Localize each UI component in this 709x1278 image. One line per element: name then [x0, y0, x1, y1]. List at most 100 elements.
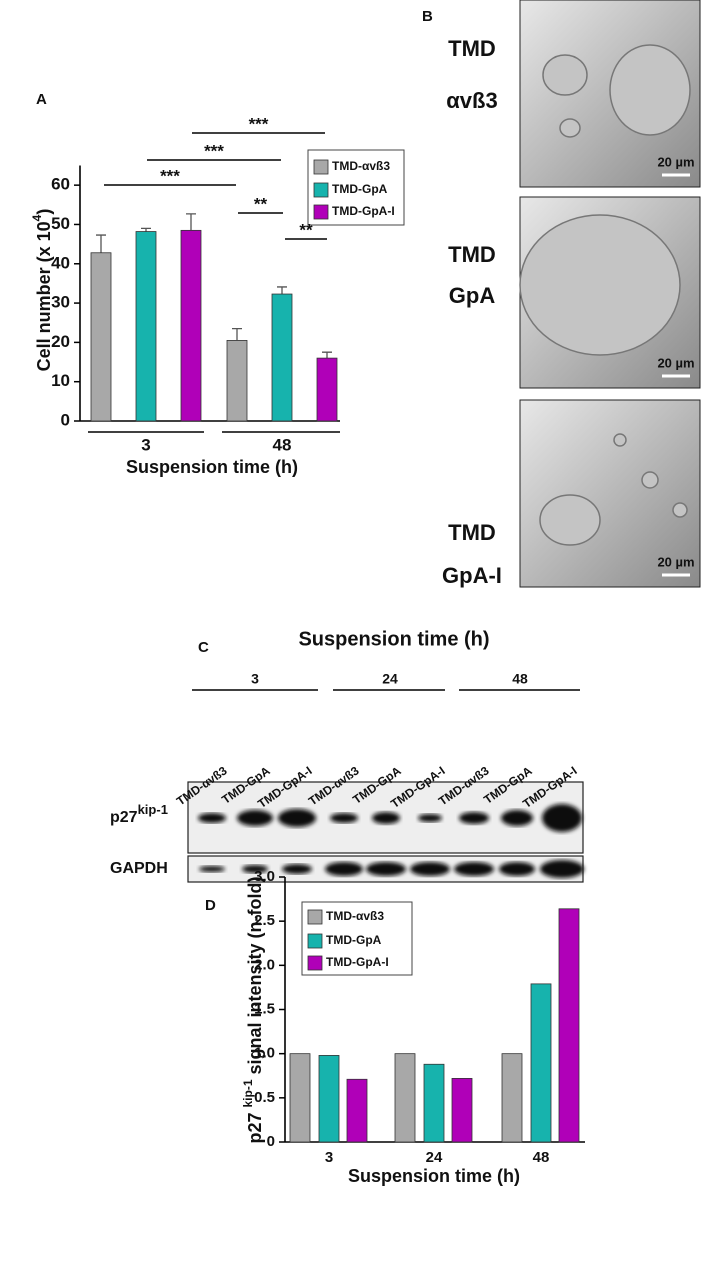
y-tick-label: 0.5 [254, 1089, 275, 1106]
y-axis-title-part: Cell number (x 10 [34, 221, 54, 371]
error-bar [232, 327, 242, 341]
y-axis-title: Cell number (x 104) [30, 209, 54, 372]
legend-label: TMD-αvß3 [326, 909, 384, 923]
error-bar [186, 213, 196, 231]
y-tick-label: 2.0 [254, 956, 275, 973]
bar [226, 340, 248, 422]
micrograph-title: TMD [448, 242, 496, 267]
bar [530, 983, 552, 1143]
y-tick-label: 20 [51, 332, 70, 351]
cell-cluster [609, 44, 691, 136]
y-tick-label: 50 [51, 214, 70, 233]
x-tick-label: 48 [533, 1149, 550, 1166]
row-label: p27kip-1 [110, 802, 168, 826]
cell-cluster [559, 118, 581, 138]
y-tick-label: 1.5 [254, 1000, 275, 1017]
micrographs: TMD αvß3 20 µm TMD GpA 20 µm TMD GpA-I 20 µm [442, 0, 701, 588]
group-label: 24 [382, 671, 398, 687]
significance-label: *** [249, 114, 269, 133]
blot-band [282, 864, 312, 874]
blot-band [372, 812, 400, 824]
panel-letter: B [422, 8, 433, 25]
blot-band [330, 813, 358, 823]
cell-cluster [539, 494, 601, 546]
western-blot: 3 24 48TMD-αvß3TMD-GpATMD-GpA-ITMD-αvß3TMD… [110, 671, 584, 883]
row-label-part: p27 [110, 809, 138, 826]
y-axis-title-sup: kip-1 [241, 1079, 255, 1107]
y-axis-title-part: signal intensity (n-fold) [245, 876, 265, 1079]
blot-band [501, 810, 533, 826]
x-tick-label: 48 [273, 435, 292, 454]
y-tick-label: 2.5 [254, 912, 275, 929]
scale-label: 20 µm [657, 355, 694, 370]
legend-label: TMD-GpA [326, 933, 382, 947]
y-tick-label: 0 [267, 1133, 275, 1150]
y-tick-label: 1.0 [254, 1045, 275, 1062]
bar [346, 1078, 368, 1143]
cell-cluster [519, 214, 681, 356]
micrograph-title: GpA-I [442, 563, 502, 588]
legend-label: TMD-GpA-I [326, 955, 389, 969]
row-label: GAPDH [110, 860, 168, 877]
panel-letter: C [198, 639, 209, 656]
y-tick-label: 3.0 [254, 868, 275, 885]
bar [501, 1053, 523, 1143]
blot-band [410, 862, 450, 876]
legend-swatch [307, 909, 323, 925]
y-tick-label: 40 [51, 253, 70, 272]
group-label: 48 [512, 671, 528, 687]
blot-band [459, 812, 489, 824]
bar [289, 1053, 311, 1143]
bar [271, 293, 293, 422]
cell-cluster [542, 54, 588, 96]
legend-swatch [313, 182, 329, 198]
panel-letter: D [205, 897, 216, 914]
significance-label: *** [160, 166, 180, 185]
significance-label: ** [299, 220, 313, 239]
cell-cluster [672, 502, 688, 518]
blot-band [418, 814, 442, 822]
x-axis-title: Suspension time (h) [126, 457, 298, 477]
legend-label: TMD-αvß3 [332, 159, 390, 173]
error-bar [141, 227, 151, 232]
error-bar [277, 286, 287, 295]
blot-band [366, 862, 406, 876]
bar [180, 229, 202, 422]
micrograph-title: TMD [448, 520, 496, 545]
blot-band [454, 862, 494, 876]
x-tick-label: 3 [325, 1149, 333, 1166]
micrograph-title: GpA [449, 283, 496, 308]
legend-swatch [313, 204, 329, 220]
error-bar [322, 351, 332, 359]
y-tick-label: 60 [51, 175, 70, 194]
cell-cluster [641, 471, 659, 489]
micrograph [519, 399, 701, 588]
scale-label: 20 µm [657, 554, 694, 569]
blot-band [325, 862, 363, 876]
blot-band [237, 810, 273, 826]
legend-swatch [307, 955, 323, 971]
significance-label: ** [254, 194, 268, 213]
cell-cluster [613, 433, 627, 447]
bar [316, 357, 338, 422]
y-tick-label: 30 [51, 293, 70, 312]
significance-label: *** [204, 141, 224, 160]
bar [558, 908, 580, 1143]
bar [318, 1055, 340, 1143]
bar [423, 1063, 445, 1143]
micrograph-title: αvß3 [446, 88, 497, 113]
blot-band [278, 809, 316, 827]
y-axis-title-part: ) [34, 209, 54, 215]
y-tick-label: 0 [61, 410, 70, 429]
blot-band [242, 865, 268, 873]
blot-band [499, 862, 535, 876]
scale-label: 20 µm [657, 154, 694, 169]
legend-swatch [313, 159, 329, 175]
legend-swatch [307, 933, 323, 949]
legend-label: TMD-GpA [332, 182, 388, 196]
group-label: 3 [251, 671, 259, 687]
micrograph-title: TMD [448, 36, 496, 61]
blot-band [542, 804, 582, 832]
blot-title: Suspension time (h) [298, 628, 489, 650]
error-bar [96, 234, 106, 253]
